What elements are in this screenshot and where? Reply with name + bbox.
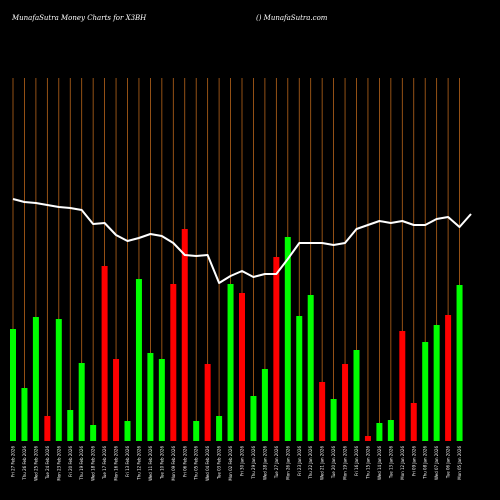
price-line bbox=[12, 198, 472, 284]
x-axis-label: Fri 23 Jan 2026 bbox=[297, 446, 302, 476]
x-axis-label: Fri 06 Feb 2026 bbox=[182, 446, 187, 477]
x-axis-label: Thu 05 Feb 2026 bbox=[194, 446, 199, 481]
money-flow-bar bbox=[55, 319, 62, 441]
money-flow-bar bbox=[261, 369, 268, 441]
x-axis-label: Tue 17 Feb 2026 bbox=[102, 446, 107, 480]
x-axis-label: Wed 11 Feb 2026 bbox=[148, 446, 153, 481]
x-axis-label: Thu 12 Feb 2026 bbox=[136, 446, 141, 481]
x-axis-label: Fri 20 Feb 2026 bbox=[68, 446, 73, 477]
money-flow-bar bbox=[101, 266, 108, 441]
x-axis-label: Mon 09 Feb 2026 bbox=[171, 446, 176, 481]
money-flow-bar bbox=[204, 364, 211, 441]
x-axis-label: Wed 21 Jan 2026 bbox=[320, 446, 325, 480]
money-flow-bar bbox=[284, 237, 291, 441]
money-flow-bar bbox=[44, 416, 51, 441]
money-flow-bar bbox=[456, 285, 463, 441]
x-axis-label: Mon 05 Jan 2026 bbox=[457, 446, 462, 480]
x-axis-label: Mon 12 Jan 2026 bbox=[400, 446, 405, 480]
x-axis-label: Fri 09 Jan 2026 bbox=[411, 446, 416, 476]
money-flow-bar bbox=[147, 353, 154, 441]
x-axis-label: Mon 16 Feb 2026 bbox=[114, 446, 119, 481]
x-axis-label: Thu 29 Jan 2026 bbox=[251, 446, 256, 480]
money-flow-bar bbox=[239, 293, 245, 441]
money-flow-bar bbox=[216, 416, 223, 441]
x-axis-label: Wed 14 Jan 2026 bbox=[377, 446, 382, 480]
x-axis-label: Fri 16 Jan 2026 bbox=[354, 446, 359, 476]
money-flow-bar bbox=[399, 331, 406, 441]
money-flow-bar bbox=[10, 329, 16, 441]
x-axis-label: Mon 23 Feb 2026 bbox=[56, 446, 61, 481]
money-flow-bar bbox=[273, 257, 280, 441]
x-axis-label: Thu 08 Jan 2026 bbox=[423, 446, 428, 480]
x-axis-label: Thu 19 Feb 2026 bbox=[79, 446, 84, 481]
price-line-layer bbox=[12, 198, 472, 284]
money-flow-bar bbox=[364, 436, 371, 441]
money-flow-bar bbox=[32, 317, 39, 441]
money-flow-bar bbox=[342, 364, 349, 441]
money-flow-bar bbox=[227, 284, 234, 441]
x-axis-label: Tue 27 Jan 2026 bbox=[274, 446, 279, 480]
x-axis-label: Fri 13 Feb 2026 bbox=[125, 446, 130, 477]
x-axis-labels: Fri 27 Feb 2026 Thu 26 Feb 2026 Wed 25 Feb… bbox=[11, 446, 463, 481]
money-flow-bar bbox=[319, 382, 326, 441]
x-axis-label: Tue 24 Feb 2026 bbox=[45, 446, 50, 480]
money-flow-bar bbox=[158, 359, 165, 441]
x-axis-label: Tue 10 Feb 2026 bbox=[159, 446, 164, 480]
money-flow-bar bbox=[78, 363, 85, 441]
x-axis-label: Tue 20 Jan 2026 bbox=[331, 446, 336, 480]
x-axis-label: Wed 28 Jan 2026 bbox=[262, 446, 267, 480]
money-flow-bar bbox=[433, 325, 440, 441]
x-axis-label: Thu 22 Jan 2026 bbox=[308, 446, 313, 480]
money-flow-bar bbox=[410, 403, 417, 441]
money-flow-bar bbox=[307, 295, 314, 441]
money-flow-bar bbox=[135, 279, 142, 441]
x-axis-label: Tue 13 Jan 2026 bbox=[388, 446, 393, 480]
money-flow-bar bbox=[250, 396, 257, 441]
money-flow-bars bbox=[10, 229, 463, 441]
site-credit: () MunafaSutra.com bbox=[256, 14, 328, 22]
money-flow-bar bbox=[422, 342, 429, 441]
money-flow-bar bbox=[67, 410, 74, 441]
money-flow-bar bbox=[353, 350, 360, 441]
money-flow-bar bbox=[181, 229, 188, 441]
x-axis-label: Thu 15 Jan 2026 bbox=[365, 446, 370, 480]
x-axis-label: Fri 30 Jan 2026 bbox=[240, 446, 245, 476]
money-flow-bar bbox=[387, 420, 394, 441]
x-axis-label: Mon 26 Jan 2026 bbox=[285, 446, 290, 480]
money-flow-bar bbox=[170, 284, 177, 441]
money-flow-bar bbox=[296, 316, 303, 441]
x-axis-label: Wed 04 Feb 2026 bbox=[205, 446, 210, 481]
x-axis-label: Tue 06 Jan 2026 bbox=[446, 446, 451, 480]
chart-title: MunafaSutra Money Charts for X3BH bbox=[12, 14, 147, 22]
money-flow-bar bbox=[21, 388, 28, 441]
money-flow-bar bbox=[90, 425, 97, 441]
money-flow-bar bbox=[376, 423, 383, 441]
x-axis-label: Tue 03 Feb 2026 bbox=[217, 446, 222, 480]
money-flow-bar bbox=[124, 421, 131, 441]
x-axis-label: Wed 25 Feb 2026 bbox=[33, 446, 38, 481]
x-axis-label: Thu 26 Feb 2026 bbox=[22, 446, 27, 481]
x-axis-label: Fri 27 Feb 2026 bbox=[11, 446, 16, 477]
money-flow-bar bbox=[330, 399, 337, 441]
x-axis-label: Mon 02 Feb 2026 bbox=[228, 446, 233, 481]
money-flow-bar bbox=[445, 315, 452, 441]
x-axis-label: Mon 19 Jan 2026 bbox=[343, 446, 348, 480]
x-axis-label: Wed 18 Feb 2026 bbox=[91, 446, 96, 481]
x-axis-label: Wed 07 Jan 2026 bbox=[434, 446, 439, 480]
money-flow-bar bbox=[113, 359, 120, 441]
money-flow-bar bbox=[193, 421, 200, 441]
